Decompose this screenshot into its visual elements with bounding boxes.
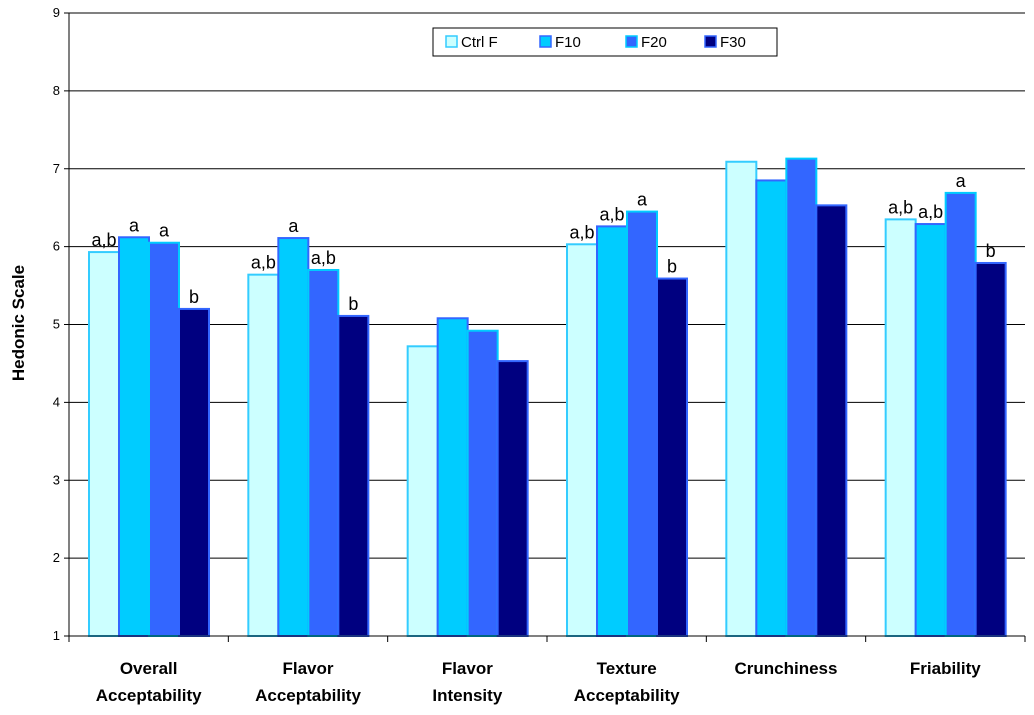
x-category-label: Friability (910, 659, 981, 678)
significance-label: b (348, 294, 358, 314)
bar-ctrl-f (725, 160, 758, 638)
bar-f30 (496, 360, 529, 637)
legend: Ctrl F F10 F20 F30 (432, 27, 778, 57)
y-tick-label: 3 (53, 472, 60, 487)
x-category-label-line: Crunchiness (735, 659, 838, 678)
bar-f20 (307, 268, 340, 637)
x-category-label-line: Acceptability (96, 686, 202, 705)
legend-swatch (625, 35, 638, 48)
y-tick-label: 2 (53, 550, 60, 565)
x-category-label-line: Friability (910, 659, 981, 678)
significance-label: b (189, 287, 199, 307)
legend-box (432, 27, 778, 57)
significance-label: a (129, 215, 140, 235)
significance-label: a (637, 190, 648, 210)
legend-swatch (539, 35, 552, 48)
x-category-label-line: Flavor (282, 659, 333, 678)
y-tick-label: 4 (53, 394, 60, 409)
legend-swatch (445, 35, 458, 48)
bar-f30 (656, 277, 688, 637)
bar-ctrl-f (88, 251, 120, 637)
x-category-label: Flavor Acceptability (255, 659, 361, 705)
x-category-label-line: Acceptability (255, 686, 361, 705)
y-tick-label: 9 (53, 5, 60, 20)
significance-label: a,b (91, 230, 116, 250)
significance-label: a,b (569, 222, 594, 242)
bar-f10 (118, 236, 150, 637)
x-category-label: Overall Acceptability (96, 659, 202, 705)
bar-f10 (277, 237, 310, 637)
legend-label: F10 (555, 34, 581, 51)
y-tick-label: 1 (53, 628, 60, 643)
y-tick-labels: 1 2 3 4 5 6 7 8 9 (53, 5, 60, 643)
legend-label: F20 (641, 34, 667, 51)
bar-ctrl-f (884, 218, 917, 637)
bar-f10 (596, 225, 628, 637)
y-tick-label: 7 (53, 161, 60, 176)
y-tick-label: 5 (53, 317, 60, 332)
significance-label: a,b (251, 253, 276, 273)
grid (69, 12, 1025, 559)
y-tick-label: 8 (53, 83, 60, 98)
bar-f20 (944, 191, 977, 638)
bar-f10 (755, 179, 788, 637)
bar-f30 (178, 307, 210, 637)
x-category-label-line: Texture (597, 659, 657, 678)
bar-f20 (466, 329, 499, 637)
bar-f30 (974, 261, 1007, 637)
significance-label: b (986, 241, 996, 261)
x-category-label-line: Acceptability (574, 686, 680, 705)
bar-f20 (785, 157, 818, 637)
x-category-label: Texture Acceptability (574, 659, 680, 705)
x-category-label-line: Overall (120, 659, 178, 678)
legend-label: Ctrl F (461, 34, 498, 51)
x-category-label: Flavor Intensity (432, 659, 502, 705)
bar-f20 (626, 210, 658, 638)
bar-f30 (337, 314, 370, 637)
bar-f10 (914, 223, 947, 637)
significance-label: a (288, 216, 299, 236)
bars (88, 157, 1007, 638)
significance-label: a,b (888, 197, 913, 217)
x-category-label: Crunchiness (735, 659, 838, 678)
axes (64, 12, 1026, 642)
bar-ctrl-f (406, 345, 439, 637)
bar-f20 (148, 241, 180, 637)
x-category-label-line: Intensity (432, 686, 502, 705)
bar-ctrl-f (566, 243, 598, 637)
legend-label: F30 (720, 34, 746, 51)
significance-label: b (667, 257, 677, 277)
y-axis-label: Hedonic Scale (9, 265, 28, 381)
significance-label: a,b (918, 202, 943, 222)
significance-label: a,b (311, 248, 336, 268)
significance-label: a,b (599, 204, 624, 224)
bar-f30 (815, 204, 848, 637)
bar-ctrl-f (247, 273, 280, 637)
significance-label: a (159, 221, 170, 241)
significance-label: a (956, 171, 967, 191)
legend-swatch (704, 35, 717, 48)
bar-f10 (436, 317, 469, 637)
y-tick-label: 6 (53, 239, 60, 254)
x-category-label-line: Flavor (442, 659, 493, 678)
